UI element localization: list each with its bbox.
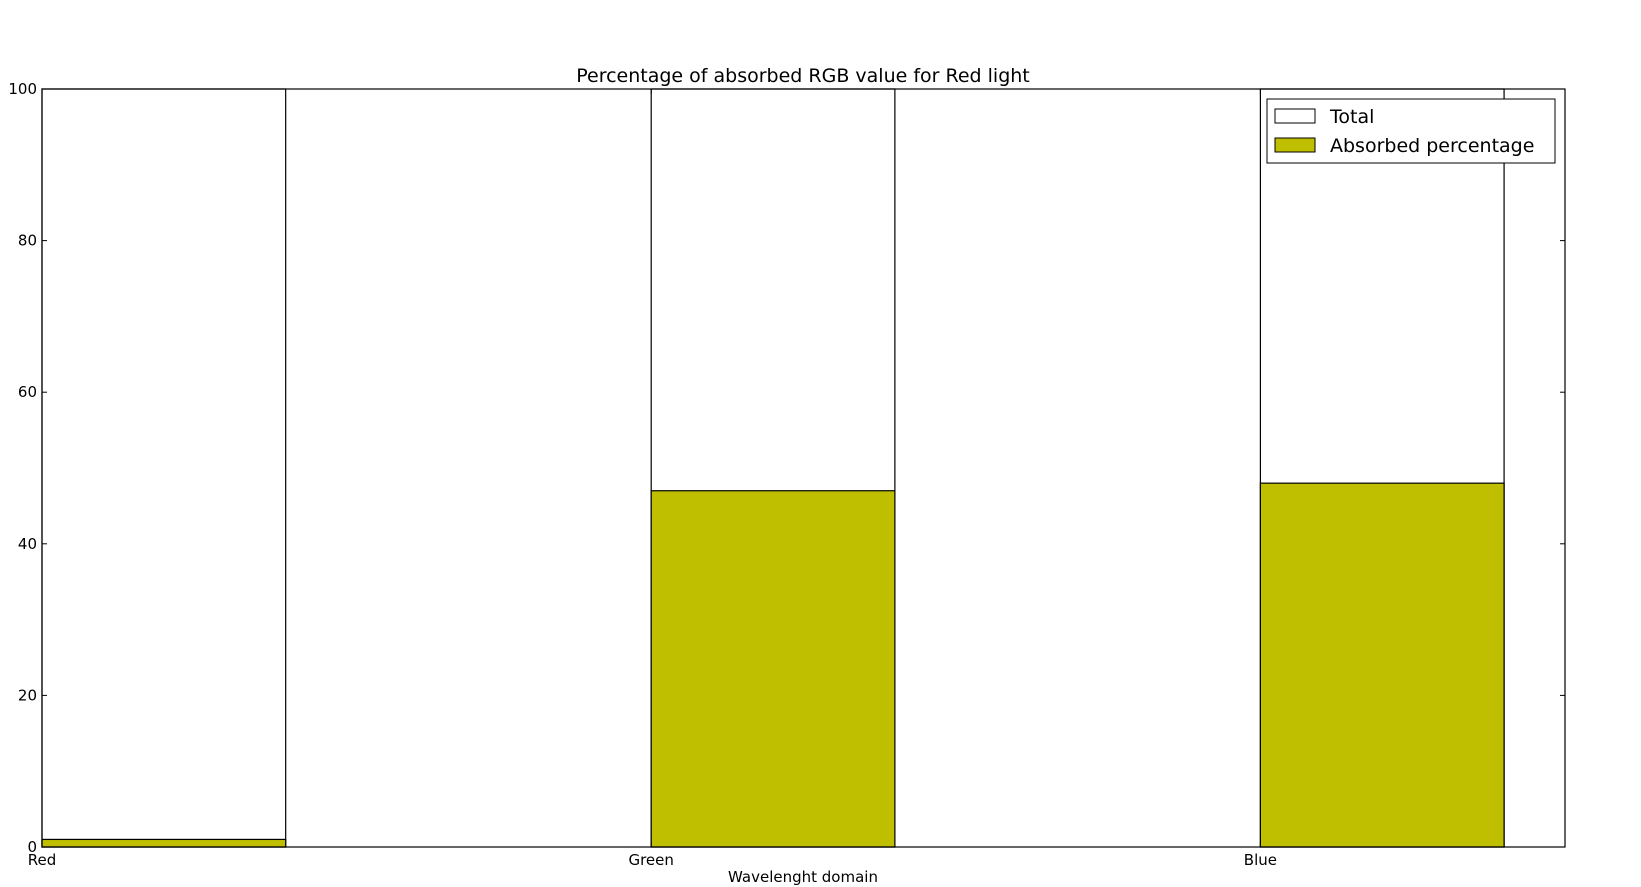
y-tick-label: 100 (8, 80, 37, 98)
absorbed-bar-blue (1259, 482, 1505, 848)
absorbed-bar-green (650, 490, 896, 848)
y-tick-label: 80 (18, 232, 37, 250)
legend-label-0: Total (1329, 106, 1374, 128)
legend: Total Absorbed percentage (1266, 98, 1556, 164)
plot-frame (41, 88, 1566, 848)
y-tick-label: 20 (18, 686, 37, 704)
y-tick-label: 60 (18, 383, 37, 401)
axis-ticks: 0 20 40 60 80 100 Red Green Blue (8, 80, 1565, 869)
x-tick-label: Green (628, 851, 673, 869)
legend-swatch-0 (1274, 108, 1316, 124)
x-tick-label: Blue (1244, 851, 1277, 869)
y-tick-label: 40 (18, 535, 37, 553)
legend-swatch-1 (1274, 137, 1316, 153)
x-axis-label: Wavelenght domain (728, 868, 878, 886)
legend-label-1: Absorbed percentage (1330, 135, 1534, 157)
chart-title: Percentage of absorbed RGB value for Red… (576, 65, 1030, 87)
bars-layer (41, 88, 1505, 848)
x-tick-label: Red (28, 851, 57, 869)
absorbed-bar-red (41, 838, 287, 848)
total-bar-red (41, 88, 287, 848)
y-tick-label: 0 (27, 838, 37, 856)
